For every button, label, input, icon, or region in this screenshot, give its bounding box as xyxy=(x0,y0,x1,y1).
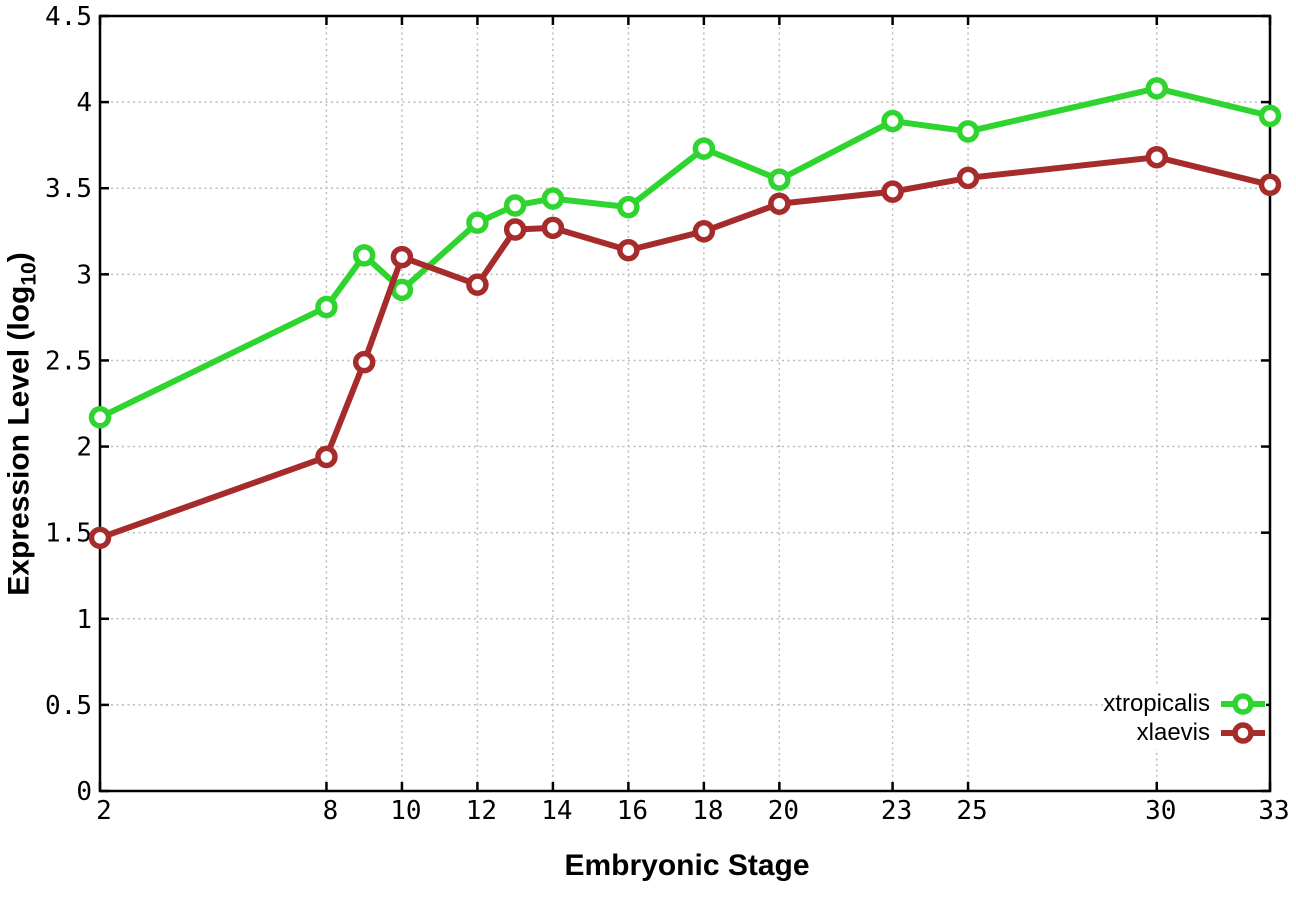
data-point-xtropicalis xyxy=(541,187,565,210)
x-axis-title: Embryonic Stage xyxy=(564,849,810,882)
y-tick-label: 3 xyxy=(76,260,92,290)
data-point-xtropicalis xyxy=(956,120,980,143)
x-tick-label: 2 xyxy=(96,796,112,826)
data-point-xlaevis xyxy=(88,526,112,550)
y-axis-title-suffix: ) xyxy=(2,252,36,263)
data-point-xlaevis xyxy=(692,220,716,243)
y-tick-label: 0.5 xyxy=(45,691,92,721)
y-axis-title-text: Expression Level (log xyxy=(2,285,36,596)
x-tick-label: 33 xyxy=(1258,796,1289,826)
legend-label: xtropicalis xyxy=(1103,689,1210,717)
y-tick-label: 1.5 xyxy=(45,519,92,549)
y-axis-title-subscript: 10 xyxy=(17,262,41,286)
data-point-xtropicalis xyxy=(315,295,338,319)
data-point-xtropicalis xyxy=(1258,104,1282,128)
x-tick-label: 8 xyxy=(323,796,339,826)
data-point-xlaevis xyxy=(768,192,791,215)
data-point-xtropicalis xyxy=(1145,77,1169,100)
x-tick-label: 12 xyxy=(466,796,497,826)
data-point-xtropicalis xyxy=(352,244,376,267)
series-line-xlaevis xyxy=(97,154,1273,541)
data-point-xlaevis xyxy=(1258,173,1282,197)
legend-item-xtropicalis: xtropicalis xyxy=(1103,689,1266,718)
x-tick-label: 23 xyxy=(881,796,912,826)
data-point-xtropicalis xyxy=(390,278,414,302)
data-point-xlaevis xyxy=(352,350,376,374)
legend-marker-xtropicalis xyxy=(1221,692,1265,715)
legend-item-xlaevis: xlaevis xyxy=(1137,718,1266,747)
data-point-xlaevis xyxy=(956,166,980,190)
data-point-xlaevis xyxy=(503,218,527,241)
y-tick-label: 4 xyxy=(76,88,92,118)
data-point-xlaevis xyxy=(466,273,489,296)
x-tick-label: 30 xyxy=(1145,796,1176,826)
x-tick-label: 10 xyxy=(390,796,421,826)
x-tick-label: 16 xyxy=(617,796,648,826)
legend-marker-xlaevis xyxy=(1221,721,1265,744)
y-tick-label: 0 xyxy=(76,777,92,807)
data-point-xtropicalis xyxy=(617,195,640,219)
data-point-xlaevis xyxy=(390,245,414,269)
legend-label: xlaevis xyxy=(1136,718,1210,746)
y-tick-label: 2 xyxy=(76,433,92,463)
x-tick-label: 18 xyxy=(692,796,723,826)
legend: xtropicalis xlaevis xyxy=(1103,687,1266,749)
x-tick-label: 20 xyxy=(768,796,799,826)
y-axis-title: Expression Level (log10) xyxy=(3,252,42,595)
y-tick-label: 4.5 xyxy=(45,2,92,32)
data-point-xtropicalis xyxy=(503,194,527,217)
data-point-xtropicalis xyxy=(692,137,716,160)
data-point-xtropicalis xyxy=(881,109,904,133)
data-point-xlaevis xyxy=(617,238,640,262)
data-point-xtropicalis xyxy=(466,211,489,234)
series-line-xtropicalis xyxy=(97,85,1273,421)
data-point-xtropicalis xyxy=(88,406,112,429)
data-point-xlaevis xyxy=(881,180,904,203)
x-tick-label: 14 xyxy=(541,796,572,826)
y-tick-label: 2.5 xyxy=(45,346,92,376)
data-point-xlaevis xyxy=(315,445,338,469)
data-point-xlaevis xyxy=(1145,145,1169,169)
data-point-xlaevis xyxy=(541,216,565,240)
data-point-xtropicalis xyxy=(768,168,791,191)
y-tick-label: 3.5 xyxy=(45,174,92,204)
y-tick-label: 1 xyxy=(76,605,92,635)
plot-border xyxy=(98,14,1272,793)
x-tick-label: 25 xyxy=(956,796,987,826)
